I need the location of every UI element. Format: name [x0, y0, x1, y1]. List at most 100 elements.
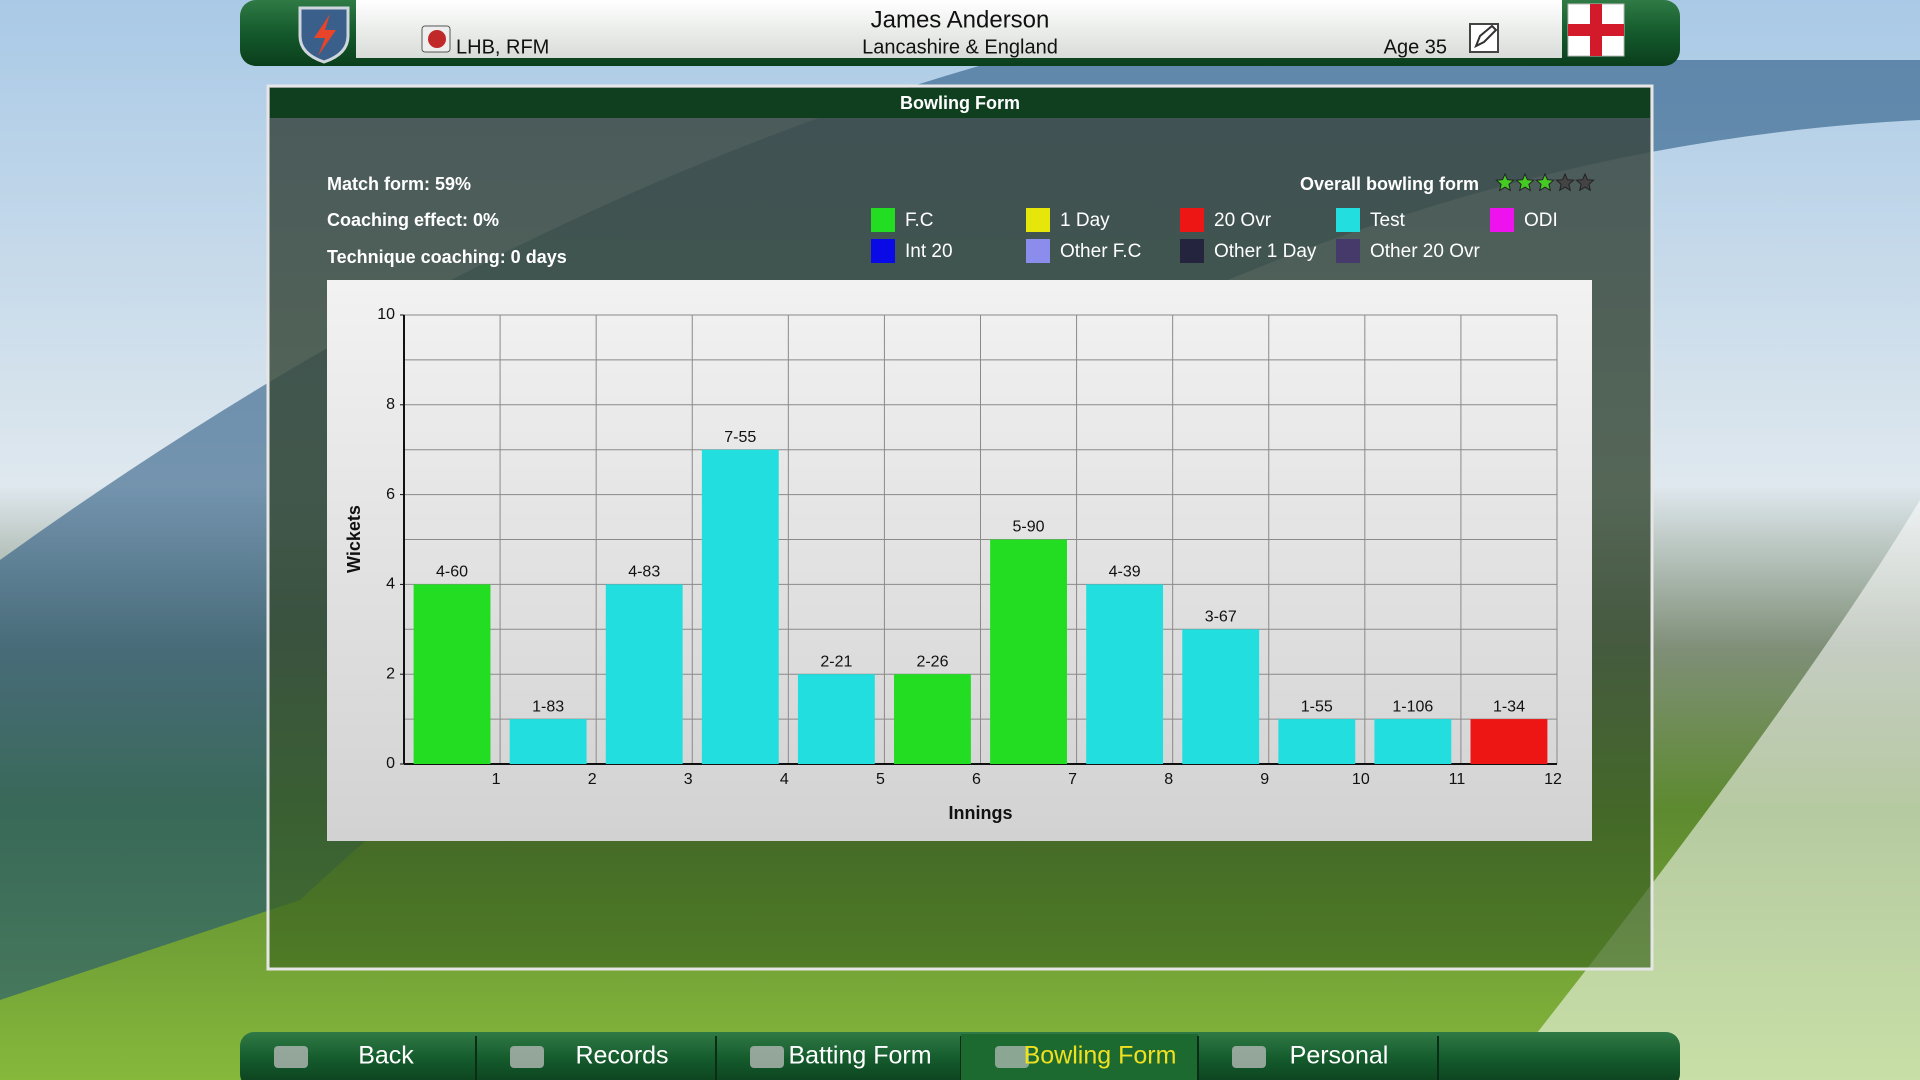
legend-swatch: [1336, 239, 1360, 263]
y-tick-label: 8: [386, 396, 395, 413]
nav-icon: [274, 1046, 308, 1068]
edit-button[interactable]: [1469, 23, 1499, 53]
bar: [990, 539, 1067, 764]
legend-swatch: [1336, 208, 1360, 232]
nav-icon: [995, 1046, 1029, 1068]
legend-label: Other 1 Day: [1214, 241, 1317, 262]
player-team: Lancashire & England: [862, 36, 1058, 58]
bar: [605, 584, 683, 764]
nav-label: Back: [358, 1042, 414, 1070]
swoosh-light: [1500, 500, 1920, 1080]
x-tick-label: 8: [1164, 771, 1173, 788]
nav-label: Records: [575, 1042, 668, 1070]
star-filled: [1515, 172, 1535, 192]
x-tick-label: 2: [588, 771, 597, 788]
x-tick-label: 10: [1352, 771, 1370, 788]
coaching-effect: Coaching effect: 0%: [327, 210, 499, 230]
legend-label: F.C: [905, 210, 934, 231]
bar-value-label: 4-39: [1109, 564, 1141, 581]
bar: [509, 719, 587, 764]
legend-swatch: [1026, 239, 1050, 263]
legend-swatch: [871, 208, 895, 232]
bar: [413, 584, 491, 764]
y-axis-label: Wickets: [344, 505, 364, 573]
nav-icon: [750, 1046, 784, 1068]
legend-label: Other 20 Ovr: [1370, 241, 1480, 262]
bar-value-label: 5-90: [1013, 519, 1045, 536]
legend-swatch: [1180, 239, 1204, 263]
flag-cross-h: [1568, 24, 1624, 36]
chart: F.C 1 Day 20 Ovr Test ODI Int 20 Other F.C Othe…: [344, 172, 1595, 823]
x-tick-label: 11: [1449, 771, 1466, 788]
nav: Back Records Batting Form Bowling Form Perso…: [274, 1034, 1439, 1080]
y-tick-label: 6: [386, 486, 395, 503]
match-form: Match form: 59%: [327, 174, 471, 194]
x-tick-label: 12: [1544, 771, 1562, 788]
badge-bolt: [314, 14, 336, 56]
nav-item[interactable]: Bowling Form: [961, 1034, 1199, 1080]
bar: [797, 674, 875, 764]
legend-label: Test: [1370, 210, 1406, 231]
y-tick-label: 2: [386, 665, 395, 682]
x-tick-label: 1: [492, 771, 501, 788]
bar: [1278, 719, 1356, 764]
bar: [894, 674, 971, 764]
bar: [1086, 584, 1164, 764]
overall-form-label: Overall bowling form: [1300, 174, 1479, 194]
bar-value-label: 1-106: [1392, 698, 1433, 715]
bar-value-label: 7-55: [724, 429, 756, 446]
y-tick-label: 0: [386, 755, 395, 772]
legend-swatch: [871, 239, 895, 263]
bar-value-label: 2-26: [916, 653, 948, 670]
player-name: James Anderson: [871, 6, 1050, 33]
panel-title-bar: [270, 88, 1650, 118]
nav-label: Batting Form: [788, 1042, 931, 1070]
player-age: Age 35: [1384, 36, 1447, 58]
nav-item[interactable]: Batting Form: [750, 1036, 962, 1080]
legend-label: 20 Ovr: [1214, 210, 1272, 231]
bar-value-label: 4-60: [436, 564, 468, 581]
ball-icon: [428, 30, 446, 48]
bar: [1374, 719, 1452, 764]
nav-icon: [510, 1046, 544, 1068]
legend-label: Int 20: [905, 241, 953, 262]
bar-value-label: 4-83: [628, 564, 660, 581]
star-filled: [1495, 172, 1515, 192]
nav-label: Bowling Form: [1024, 1042, 1177, 1070]
legend-swatch: [1490, 208, 1514, 232]
legend-label: Other F.C: [1060, 241, 1141, 262]
player-role: LHB, RFM: [456, 36, 549, 58]
nav-label: Personal: [1290, 1042, 1389, 1070]
header-plate: [356, 0, 1562, 58]
nav-item[interactable]: Personal: [1232, 1036, 1439, 1080]
bar: [701, 449, 779, 764]
star-empty: [1555, 172, 1575, 192]
legend-swatch: [1180, 208, 1204, 232]
legend-label: 1 Day: [1060, 210, 1110, 231]
x-tick-label: 7: [1068, 771, 1077, 788]
nav-item[interactable]: Records: [510, 1036, 717, 1080]
bar: [1182, 629, 1260, 764]
x-tick-label: 4: [780, 771, 789, 788]
star-filled: [1535, 172, 1555, 192]
bar-value-label: 3-67: [1205, 609, 1237, 626]
legend-label: ODI: [1524, 210, 1558, 231]
x-tick-label: 9: [1260, 771, 1269, 788]
nav-item[interactable]: Back: [274, 1036, 477, 1080]
y-tick-label: 4: [386, 576, 395, 593]
legend-swatch: [1026, 208, 1050, 232]
bar-value-label: 1-55: [1301, 698, 1333, 715]
x-tick-label: 5: [876, 771, 885, 788]
x-tick-label: 3: [684, 771, 693, 788]
y-tick-label: 10: [377, 306, 395, 323]
star-empty: [1575, 172, 1595, 192]
bar: [1470, 719, 1548, 764]
x-axis-label: Innings: [949, 803, 1013, 823]
x-tick-label: 6: [972, 771, 981, 788]
nav-icon: [1232, 1046, 1266, 1068]
header: LHB, RFM James Anderson Lancashire & Eng…: [240, 0, 1680, 66]
bar-value-label: 1-83: [532, 698, 564, 715]
panel-title: Bowling Form: [900, 93, 1020, 113]
